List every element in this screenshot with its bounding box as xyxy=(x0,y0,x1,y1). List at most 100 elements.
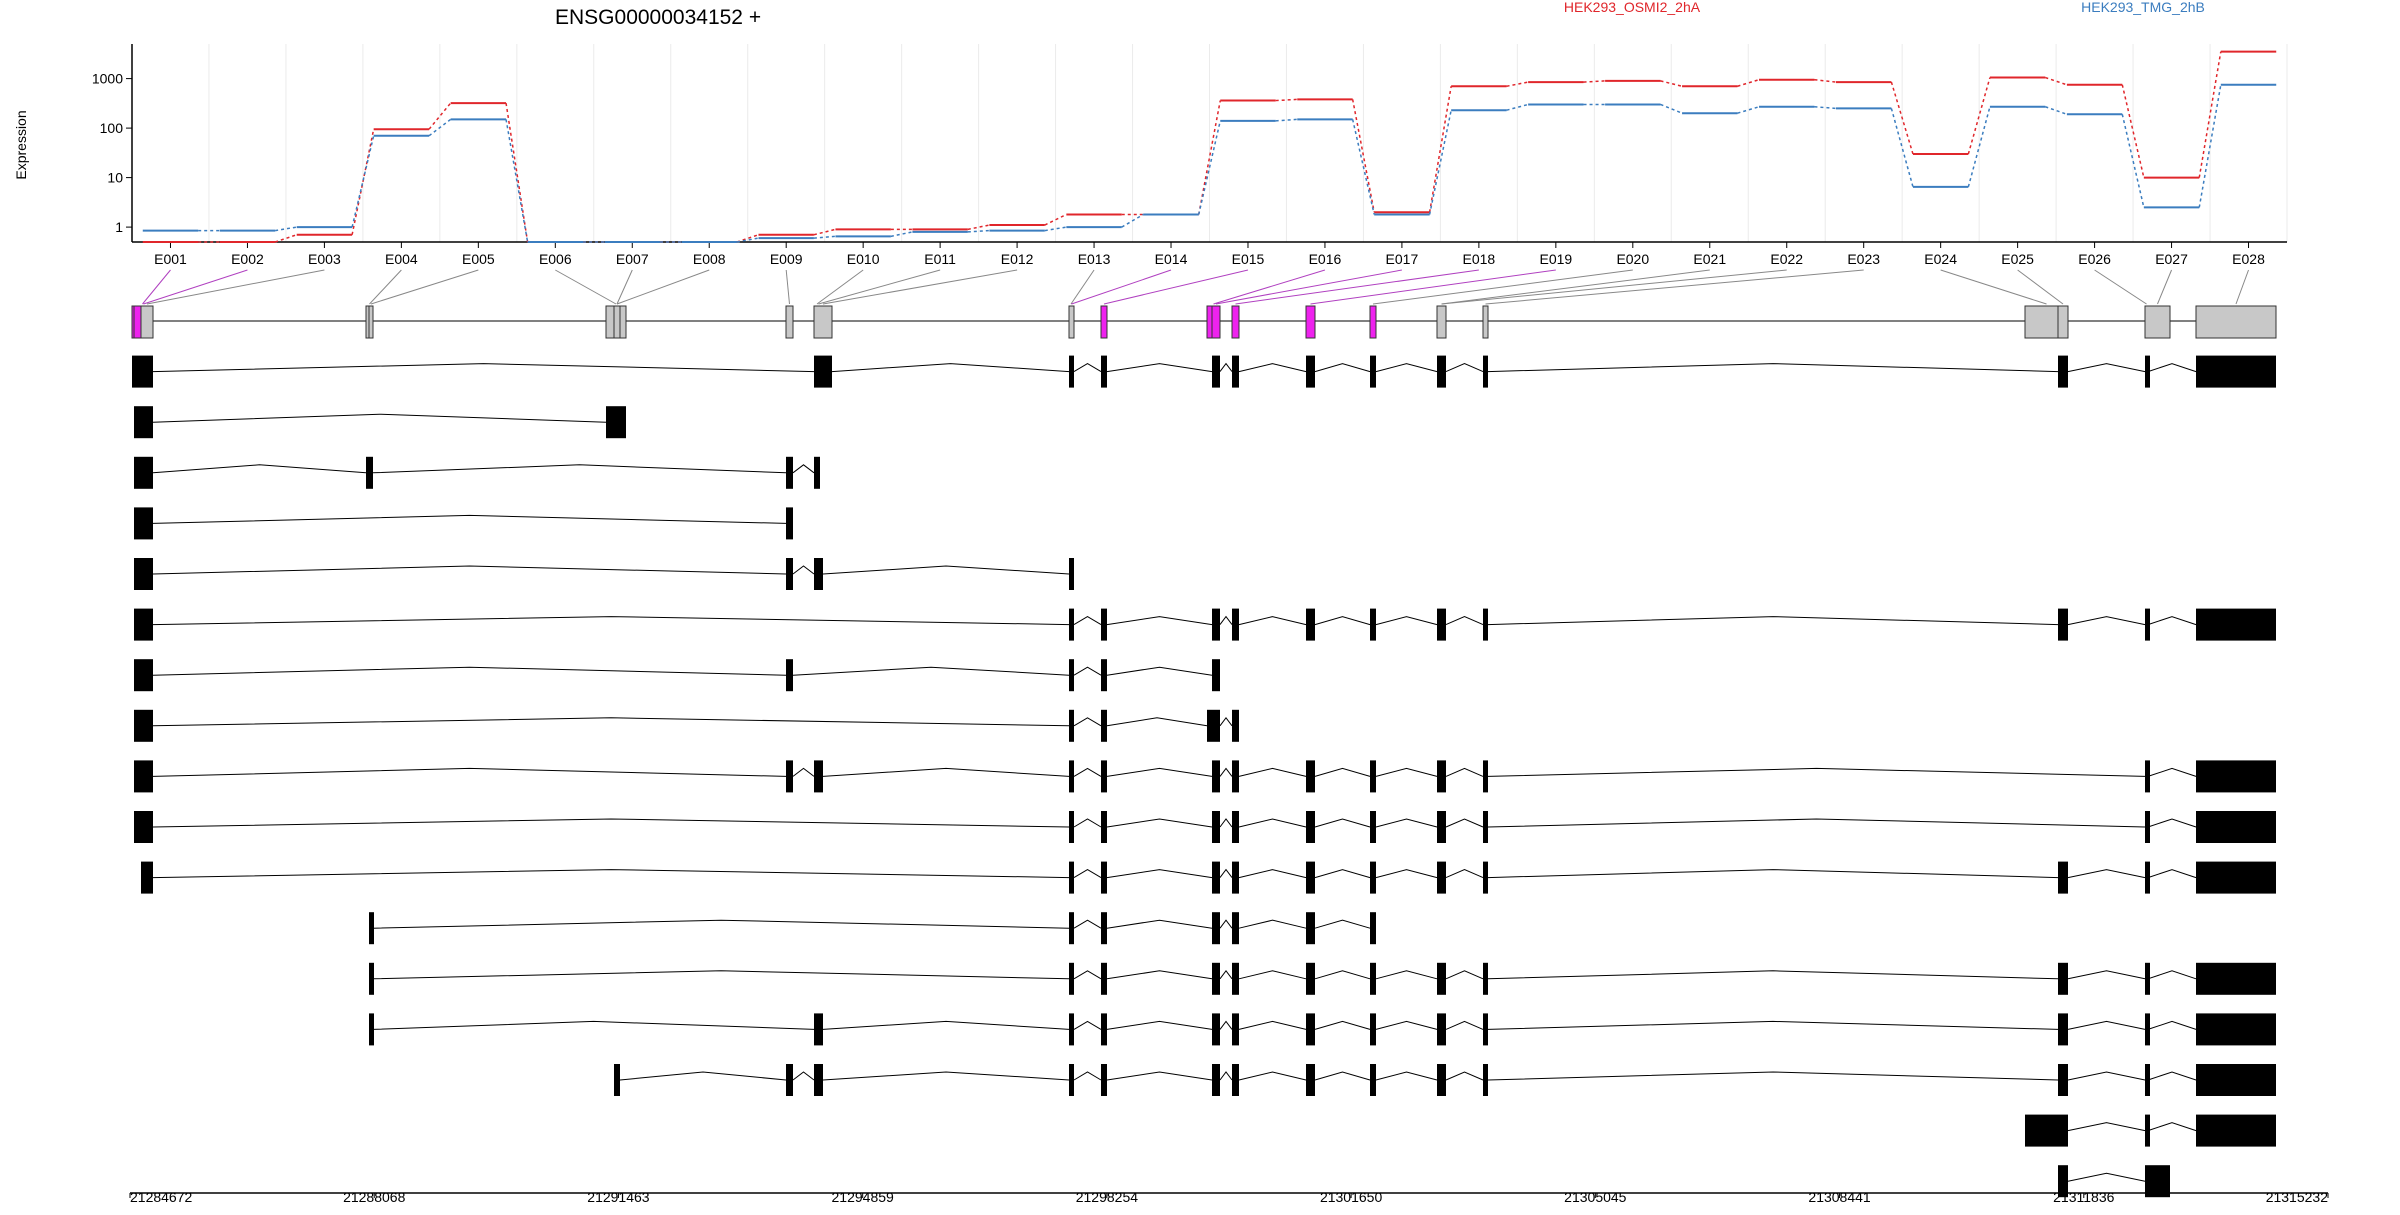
transcript-exon xyxy=(1232,709,1239,742)
connector xyxy=(351,135,375,228)
intron xyxy=(152,464,367,474)
connector xyxy=(1660,103,1683,114)
intron xyxy=(1106,1020,1213,1030)
transcript-exon xyxy=(141,861,153,894)
intron xyxy=(2067,616,2146,626)
exon-bin xyxy=(1231,305,1240,339)
transcript-exon xyxy=(2196,1013,2276,1046)
exon-link xyxy=(2235,269,2249,305)
intron xyxy=(792,464,815,474)
x-tick-label-e024: E024 xyxy=(1924,251,1957,267)
intron xyxy=(1106,666,1213,676)
transcript-exon xyxy=(2145,1114,2150,1147)
transcript-exon xyxy=(786,760,793,793)
transcript-exon xyxy=(1069,659,1074,692)
x-tick-label-e028: E028 xyxy=(2232,251,2265,267)
intron xyxy=(1073,363,1102,373)
intron xyxy=(619,1071,787,1081)
transcript-exon xyxy=(2058,1165,2068,1198)
connector xyxy=(1506,81,1529,88)
exon-bin xyxy=(613,305,621,339)
intron xyxy=(1106,818,1213,828)
exon-model xyxy=(131,305,2277,339)
intron xyxy=(1314,818,1371,828)
intron xyxy=(152,666,787,676)
exon-link xyxy=(1213,269,1326,305)
intron xyxy=(1487,1071,2059,1081)
transcript-exon xyxy=(1232,1064,1239,1096)
intron xyxy=(1219,868,1233,878)
transcript-exon xyxy=(1370,861,1376,894)
connector xyxy=(890,231,913,238)
intron xyxy=(792,666,1070,676)
intron xyxy=(1445,970,1484,980)
intron xyxy=(1073,818,1102,828)
transcript-exon xyxy=(134,760,153,793)
exon-link xyxy=(822,269,1018,305)
intron xyxy=(1238,869,1307,879)
intron xyxy=(1314,970,1371,980)
transcript-exon xyxy=(814,1013,823,1046)
transcript-exon xyxy=(1232,1013,1239,1046)
transcript-exon xyxy=(2196,861,2276,894)
intron xyxy=(1445,363,1484,373)
transcript-row xyxy=(134,760,2276,793)
intron xyxy=(1106,616,1213,626)
exon-link xyxy=(616,269,710,305)
exon-link xyxy=(555,269,617,305)
intron xyxy=(1445,616,1484,626)
transcript-exon xyxy=(1437,811,1446,843)
exon-link xyxy=(818,269,941,305)
transcript-exon xyxy=(1212,912,1220,945)
transcript-exon xyxy=(1370,1064,1376,1096)
transcript-exon xyxy=(1101,912,1107,945)
transcript-exon xyxy=(1212,1064,1220,1096)
intron xyxy=(2067,1071,2146,1081)
exon-link xyxy=(2157,269,2173,305)
transcript-row xyxy=(134,558,1074,590)
x-tick-label-e025: E025 xyxy=(2001,251,2034,267)
intron xyxy=(1219,362,1233,372)
intron xyxy=(1219,716,1233,727)
transcript-exon xyxy=(1101,861,1107,894)
x-tick-label-e004: E004 xyxy=(385,251,418,267)
transcript-exon xyxy=(1232,608,1239,641)
transcript-row xyxy=(134,608,2276,641)
connector xyxy=(967,224,990,231)
connector xyxy=(1275,118,1298,122)
intron xyxy=(1375,616,1438,626)
x-tick-label-e010: E010 xyxy=(847,251,880,267)
transcript-exon xyxy=(1101,760,1107,793)
intron xyxy=(1238,919,1307,929)
intron xyxy=(1106,970,1213,980)
transcript-exon xyxy=(1483,1013,1488,1046)
transcript-exon xyxy=(2145,608,2150,641)
transcript-exon xyxy=(1069,709,1074,742)
intron xyxy=(2147,970,2197,980)
intron xyxy=(1238,1020,1307,1030)
transcript-exon xyxy=(1069,962,1074,995)
transcript-exon xyxy=(1483,608,1488,641)
x-tick-label-e014: E014 xyxy=(1155,251,1188,267)
exon-link xyxy=(1441,269,1710,305)
intron xyxy=(792,767,815,777)
transcript-exon xyxy=(1101,659,1107,692)
transcript-exon xyxy=(2058,861,2068,894)
transcript-exon xyxy=(134,507,153,540)
intron xyxy=(1238,616,1307,626)
x-tick-label-e007: E007 xyxy=(616,251,649,267)
intron xyxy=(1314,1020,1371,1030)
transcript-exon xyxy=(2196,355,2276,388)
exon-bin xyxy=(140,305,154,339)
transcript-exon xyxy=(1212,1013,1220,1046)
intron xyxy=(2067,363,2146,373)
intron xyxy=(792,565,815,575)
transcript-exon xyxy=(2058,1013,2068,1046)
intron xyxy=(831,363,1070,373)
transcript-exon xyxy=(786,507,793,540)
intron xyxy=(822,767,1070,777)
intron xyxy=(1314,1071,1371,1081)
connector xyxy=(813,228,836,236)
intron xyxy=(1375,1071,1438,1081)
legend-entry-osmi2: HEK293_OSMI2_2hA xyxy=(1564,0,1701,15)
